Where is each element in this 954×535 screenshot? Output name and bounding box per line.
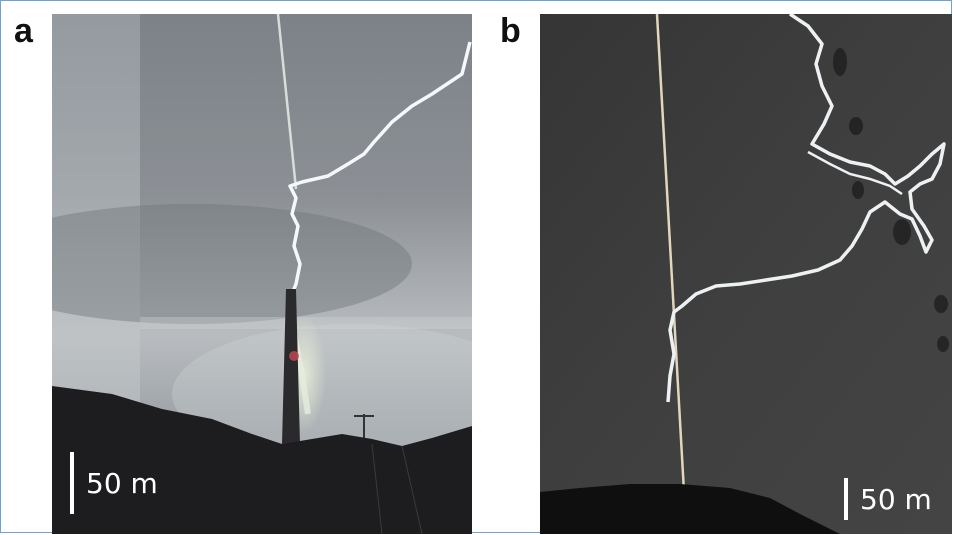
panel-a-scalebar: 50 m (70, 452, 158, 514)
panel-b-scalebar: 50 m (844, 478, 932, 520)
panel-a-label: a (14, 12, 33, 50)
laser-beam (655, 14, 686, 493)
ground-mound (540, 484, 840, 534)
scale-bar-line (844, 478, 848, 520)
tower (282, 289, 300, 444)
scale-bar-label: 50 m (860, 482, 932, 516)
panel-b-label: b (500, 12, 521, 50)
scale-bar-line (70, 452, 74, 514)
laser-beam (276, 14, 298, 190)
lightning-channel (666, 14, 946, 403)
panel-a-photo (52, 14, 472, 534)
night-sky (540, 14, 952, 534)
panel-b-photo (540, 14, 952, 534)
hill (52, 386, 472, 534)
scale-bar-label: 50 m (86, 466, 158, 500)
lightning-channel (288, 41, 472, 300)
